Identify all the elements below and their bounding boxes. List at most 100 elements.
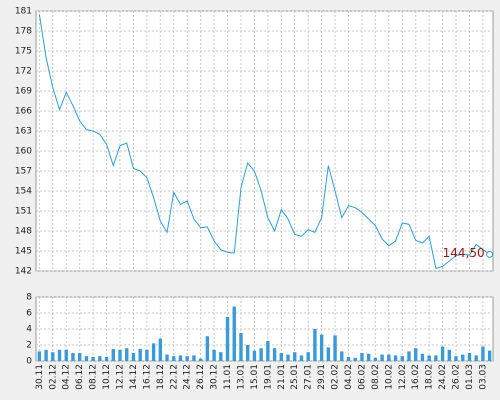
- volume-bar: [44, 349, 48, 361]
- volume-bar: [57, 349, 62, 361]
- x-tick-label: 06.12: [75, 364, 85, 390]
- volume-bar: [461, 354, 465, 361]
- volume-bar: [360, 353, 364, 361]
- volume-bar: [64, 349, 68, 361]
- volume-bar: [225, 317, 230, 361]
- volume-bar: [346, 357, 351, 361]
- volume-bar: [178, 355, 183, 361]
- x-tick-label: 24.12: [183, 364, 193, 390]
- x-tick-label: 30.11: [35, 364, 45, 390]
- x-tick-label: 22.12: [169, 364, 179, 390]
- x-tick-label: 12.12: [116, 364, 126, 390]
- y-tick-label: 163: [15, 127, 32, 137]
- volume-bar: [71, 353, 75, 361]
- volume-bar: [239, 333, 243, 361]
- plot-area: [35, 10, 494, 272]
- y-tick-label: 157: [15, 167, 32, 177]
- x-tick-label: 04.02: [344, 364, 354, 390]
- volume-bar: [118, 349, 122, 361]
- x-tick-label: 15.01: [250, 364, 260, 390]
- volume-bar: [131, 353, 136, 361]
- volume-bar: [313, 329, 317, 361]
- volume-bar: [192, 355, 196, 361]
- y-tick-label: 175: [15, 47, 32, 57]
- x-tick-label: 08.02: [371, 364, 381, 390]
- volume-bar: [487, 350, 492, 361]
- volume-bar: [373, 357, 378, 361]
- volume-bar: [84, 356, 89, 361]
- volume-bar: [232, 306, 236, 361]
- y-tick-label: 142: [15, 267, 32, 277]
- x-tick-label: 18.02: [425, 364, 435, 390]
- x-tick-label: 29.01: [317, 364, 327, 390]
- x-tick-label: 06.02: [357, 364, 367, 390]
- volume-bar: [111, 349, 115, 361]
- volume-bar: [366, 353, 371, 361]
- volume-bar: [286, 354, 290, 361]
- price-line: [38, 14, 490, 269]
- y-tick-label: 2: [26, 341, 32, 351]
- volume-bar: [252, 350, 257, 361]
- volume-bar: [138, 349, 142, 361]
- x-tick-label: 21.01: [277, 364, 287, 390]
- volume-bar: [205, 336, 210, 361]
- volume-bar: [400, 356, 404, 361]
- volume-bar: [91, 357, 95, 361]
- x-tick-label: 24.02: [438, 364, 448, 390]
- y-tick-label: 148: [15, 227, 32, 237]
- volume-bar: [98, 356, 102, 361]
- volume-bar: [380, 354, 384, 361]
- y-tick-label: 151: [15, 207, 32, 217]
- x-tick-label: 16.02: [411, 364, 421, 390]
- y-tick-label: 178: [15, 27, 32, 37]
- y-tick-label: 8: [26, 293, 32, 303]
- volume-bar: [279, 353, 284, 361]
- x-tick-label: 03.03: [478, 364, 488, 390]
- value-label: 144,50: [443, 246, 485, 260]
- volume-bar: [185, 356, 189, 361]
- volume-bar: [212, 349, 216, 361]
- x-tick-label: 26.12: [196, 364, 206, 390]
- volume-bar: [440, 346, 445, 361]
- volume-bar: [299, 355, 304, 361]
- x-tick-label: 08.12: [89, 364, 99, 390]
- volume-bar: [266, 341, 270, 361]
- volume-bar: [125, 348, 129, 361]
- volume-bar: [319, 334, 324, 361]
- volume-bar: [454, 356, 458, 361]
- volume-bar: [481, 346, 485, 361]
- x-tick-label: 18.12: [156, 364, 166, 390]
- x-tick-label: 13.01: [236, 364, 246, 390]
- x-tick-label: 27.01: [304, 364, 314, 390]
- volume-bar: [427, 355, 431, 361]
- x-tick-label: 25.01: [290, 364, 300, 390]
- volume-bar: [387, 354, 391, 361]
- y-tick-label: 154: [15, 187, 32, 197]
- volume-bar: [353, 357, 357, 361]
- volume-bar: [272, 348, 277, 361]
- volume-bar: [158, 338, 163, 361]
- x-tick-label: 10.12: [102, 364, 112, 390]
- volume-bar: [434, 355, 438, 361]
- volume-bar: [145, 349, 149, 361]
- volume-bar: [219, 352, 223, 361]
- volume-bar: [198, 358, 203, 361]
- volume-bar: [245, 345, 250, 361]
- x-tick-label: 14.12: [129, 364, 139, 390]
- y-tick-label: 181: [15, 7, 32, 17]
- volume-bar: [77, 353, 82, 361]
- volume-bar: [447, 349, 452, 361]
- y-tick-label: 166: [15, 107, 32, 117]
- volume-bar: [333, 335, 337, 361]
- volume-bar: [293, 352, 297, 361]
- volume-bar: [407, 351, 411, 361]
- volume-bar: [474, 355, 478, 361]
- volume-bar: [37, 351, 42, 361]
- volume-bar: [467, 353, 472, 361]
- y-tick-label: 169: [15, 87, 32, 97]
- volume-bar: [340, 351, 344, 361]
- volume-bar: [151, 343, 156, 361]
- volume-bar: [172, 356, 176, 361]
- x-tick-label: 19.01: [263, 364, 273, 390]
